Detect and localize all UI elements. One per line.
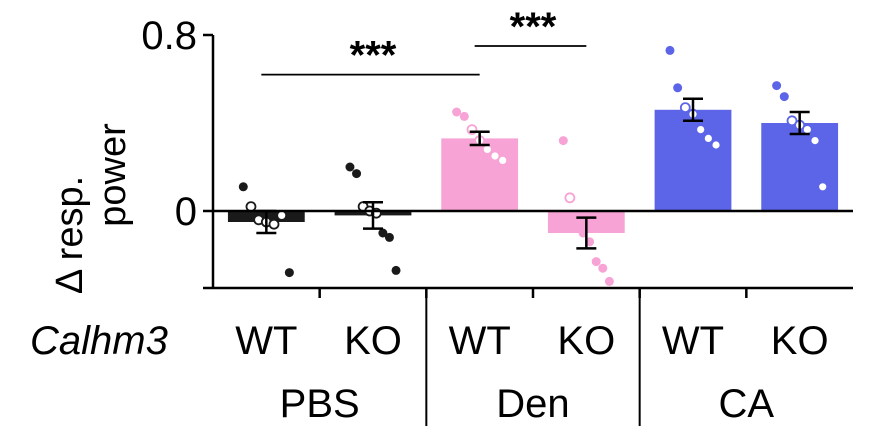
data-point <box>489 150 501 162</box>
y-tick-label: 0.8 <box>141 14 197 58</box>
data-point <box>604 276 614 286</box>
group-label-pbs: PBS <box>280 382 360 426</box>
gene-label: Calhm3 <box>30 319 168 363</box>
data-point <box>378 228 388 238</box>
data-point <box>598 263 608 273</box>
data-point <box>352 169 362 179</box>
y-axis-label: Δ resp. power <box>49 123 134 294</box>
data-point <box>710 139 722 151</box>
data-point <box>558 136 568 146</box>
group-label-den: Den <box>496 382 569 426</box>
data-point <box>786 115 798 127</box>
data-point <box>238 182 248 192</box>
data-point <box>817 181 829 193</box>
y-axis-label-line1: Δ resp. <box>49 176 91 294</box>
x-tick-label: KO <box>771 319 829 363</box>
x-tick-label: WT <box>662 319 724 363</box>
bar-ca-ko <box>761 123 839 211</box>
bar-den-wt <box>441 138 519 211</box>
data-point <box>268 218 280 230</box>
data-point <box>564 192 576 204</box>
x-tick-label: WT <box>235 319 297 363</box>
data-point <box>284 268 294 278</box>
group-label-ca: CA <box>719 382 775 426</box>
data-point <box>459 111 469 121</box>
data-point <box>665 45 675 55</box>
data-point <box>673 83 683 93</box>
data-point <box>497 154 509 166</box>
bar-ca-wt <box>654 109 732 211</box>
y-axis-label-line2: power <box>92 123 134 227</box>
data-point <box>452 107 462 117</box>
data-point <box>345 162 355 172</box>
x-tick-label: WT <box>449 319 511 363</box>
data-point <box>695 124 707 136</box>
data-point <box>391 265 401 275</box>
data-point <box>679 102 691 113</box>
data-point <box>384 232 394 242</box>
significance-label: *** <box>510 5 557 49</box>
data-point <box>591 257 601 267</box>
data-point <box>772 81 782 91</box>
y-tick-label: 0 <box>175 190 197 234</box>
data-point <box>702 132 714 144</box>
significance-label: *** <box>350 34 397 78</box>
data-point <box>779 92 789 102</box>
x-tick-label: KO <box>344 319 402 363</box>
data-point <box>809 135 821 147</box>
x-tick-label: KO <box>557 319 615 363</box>
